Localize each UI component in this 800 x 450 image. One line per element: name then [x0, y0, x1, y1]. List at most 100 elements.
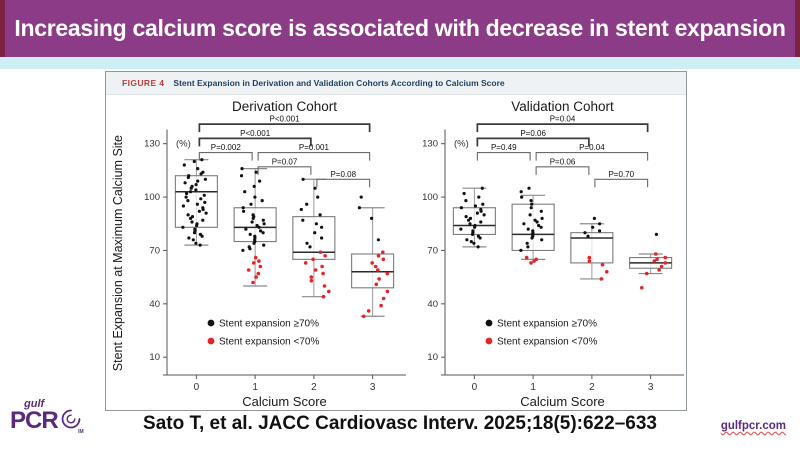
data-point — [194, 241, 198, 245]
x-tick-label: 2 — [589, 382, 595, 393]
pvalue-bracket — [535, 166, 590, 175]
data-point — [520, 195, 524, 199]
data-point — [323, 254, 327, 258]
data-point — [481, 202, 485, 206]
data-point — [587, 259, 592, 263]
pvalue-bracket — [476, 152, 531, 161]
y-axis-title: Stent Expansion at Maximum Calcium Site — [111, 134, 125, 372]
figure-caption-bar: FIGURE 4 Stent Expansion in Derivation a… — [106, 72, 686, 95]
data-point — [200, 158, 204, 162]
data-point — [244, 227, 248, 231]
data-point — [376, 268, 380, 272]
data-point — [321, 294, 326, 299]
data-point — [203, 177, 207, 181]
data-point — [321, 271, 325, 276]
y-tick-label: 40 — [149, 299, 160, 310]
data-point — [186, 199, 190, 203]
data-point — [598, 229, 602, 233]
legend-label: Stent expansion ≥70% — [219, 319, 319, 330]
data-point — [303, 261, 308, 265]
data-point — [253, 234, 257, 238]
data-point — [465, 238, 469, 242]
data-point — [376, 254, 381, 258]
data-point — [537, 223, 541, 228]
pvalue-bracket — [476, 137, 590, 147]
data-point — [381, 250, 385, 254]
data-point — [241, 206, 245, 210]
data-point — [530, 202, 534, 206]
data-point — [524, 255, 529, 260]
data-point — [241, 248, 245, 252]
data-point — [663, 255, 668, 260]
data-point — [522, 222, 526, 226]
data-point — [539, 209, 543, 213]
pvalue-bracket — [257, 152, 371, 161]
data-point — [654, 232, 658, 236]
data-point — [240, 167, 244, 171]
data-point — [477, 195, 481, 199]
data-point — [201, 206, 205, 210]
data-point — [203, 200, 207, 204]
citation-text: Sato T, et al. JACC Cardiovasc Interv. 2… — [143, 413, 657, 434]
data-point — [529, 199, 533, 203]
data-point — [251, 213, 255, 217]
data-point — [309, 275, 314, 279]
box-group — [452, 187, 496, 248]
data-point — [308, 245, 312, 249]
data-point — [253, 255, 258, 260]
pvalue-label: P=0.08 — [330, 170, 356, 179]
data-point — [187, 174, 191, 178]
pvalue-bracket — [535, 152, 649, 161]
data-point — [299, 207, 303, 212]
data-point — [201, 170, 205, 174]
data-point — [254, 275, 258, 279]
y-tick-label: 100 — [422, 192, 438, 203]
data-point — [459, 206, 463, 210]
data-point — [586, 234, 590, 238]
data-point — [359, 195, 363, 199]
data-point — [374, 282, 379, 287]
data-point — [318, 250, 323, 254]
data-point — [305, 241, 309, 245]
box-group — [292, 178, 336, 298]
pvalue-label: P=0.002 — [211, 143, 242, 152]
x-tick-label: 0 — [194, 382, 200, 393]
data-point — [534, 257, 539, 262]
data-point — [327, 289, 331, 294]
data-point — [519, 248, 523, 252]
data-point — [201, 218, 205, 222]
data-point — [480, 186, 484, 190]
data-point — [262, 222, 266, 226]
data-point — [377, 277, 381, 281]
website-link[interactable]: gulfpcr.com — [720, 420, 786, 432]
pcr-spiral-icon: IM — [60, 408, 84, 435]
data-point — [540, 238, 544, 242]
data-point — [663, 261, 668, 265]
logo-pcr-text: PCR — [10, 407, 59, 434]
pvalue-label: P=0.49 — [491, 143, 517, 152]
data-point — [526, 227, 530, 231]
data-point — [476, 234, 480, 238]
data-point — [381, 296, 386, 301]
data-point — [464, 215, 468, 219]
slide-title-banner: Increasing calcium score is associated w… — [0, 0, 800, 57]
legend-dot-icon — [207, 319, 215, 327]
data-point — [318, 213, 322, 217]
data-point — [583, 231, 587, 235]
logo-row: PCR IM — [10, 407, 100, 435]
data-point — [261, 218, 265, 222]
y-tick-label: 130 — [144, 139, 160, 150]
data-point — [591, 225, 595, 229]
pvalue-label: P=0.70 — [608, 170, 634, 179]
x-axis-title: Calcium Score — [242, 394, 327, 409]
pvalue-bracket — [257, 166, 312, 175]
x-tick-label: 3 — [370, 382, 376, 393]
data-point — [475, 211, 479, 215]
data-point — [362, 314, 366, 319]
data-point — [196, 167, 200, 171]
data-point — [527, 186, 531, 190]
data-point — [600, 262, 605, 267]
y-tick-label: 40 — [427, 299, 438, 310]
x-tick-label: 2 — [311, 382, 317, 393]
data-point — [182, 163, 186, 167]
